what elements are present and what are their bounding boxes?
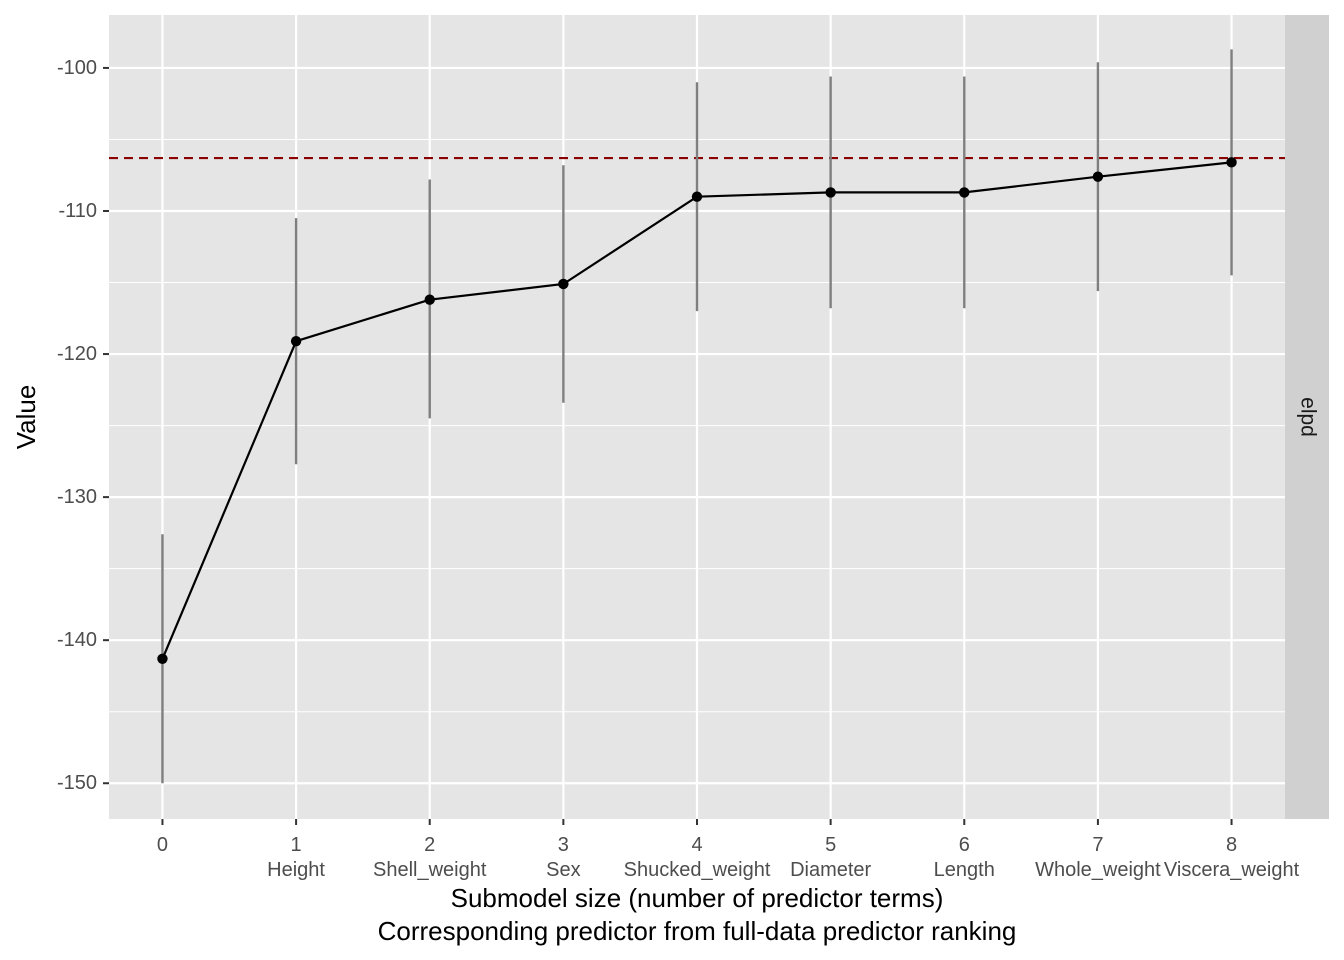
y-axis-title: Value xyxy=(11,385,41,450)
data-point xyxy=(691,191,703,202)
facet-strip xyxy=(1285,15,1329,819)
data-point xyxy=(290,335,302,347)
y-tick-label: -120 xyxy=(57,343,97,365)
data-points xyxy=(157,157,1237,664)
y-tick-label: -140 xyxy=(57,629,97,651)
y-tick-label: -100 xyxy=(57,57,97,79)
data-point xyxy=(1226,157,1237,168)
predictor-label: Shell_weight xyxy=(373,859,487,881)
data-point xyxy=(424,294,435,305)
x-tick-label: 3 xyxy=(558,834,569,856)
x-tick-label: 0 xyxy=(157,834,168,856)
facet-strip-label: elpd xyxy=(1296,397,1319,437)
x-tick-label: 6 xyxy=(959,834,970,856)
x-axis-title: Submodel size (number of predictor terms… xyxy=(451,883,944,913)
x-tick-label: 4 xyxy=(691,834,702,856)
data-point xyxy=(959,187,970,198)
predictor-label: Length xyxy=(934,859,995,881)
predictor-labels: Height Shell_weight Sex Shucked_weight Diame… xyxy=(267,859,1299,881)
predictor-label: Shucked_weight xyxy=(624,859,771,881)
data-point xyxy=(157,653,168,664)
predictor-label: Height xyxy=(267,859,325,881)
predictor-label: Whole_weight xyxy=(1035,859,1161,881)
x-tick-label: 5 xyxy=(825,834,836,856)
x-axis: 0 1 2 3 4 5 6 7 8 xyxy=(157,819,1237,856)
x-tick-label: 1 xyxy=(291,834,302,856)
data-point xyxy=(558,278,569,290)
data-point xyxy=(825,187,836,198)
predictor-label: Diameter xyxy=(790,859,871,881)
x-tick-label: 2 xyxy=(424,834,435,856)
y-tick-label: -150 xyxy=(57,772,97,794)
x-axis-subtitle: Corresponding predictor from full-data p… xyxy=(378,916,1017,946)
x-tick-label: 8 xyxy=(1226,834,1237,856)
data-point xyxy=(1092,171,1104,182)
y-tick-label: -110 xyxy=(58,200,97,222)
predictor-label: Sex xyxy=(546,859,580,881)
predictor-label: Viscera_weight xyxy=(1164,859,1300,881)
x-tick-label: 7 xyxy=(1092,834,1103,856)
major-grid xyxy=(109,15,1285,819)
y-axis: -100 -110 -120 -130 -140 -150 xyxy=(57,57,109,794)
y-tick-label: -130 xyxy=(57,486,97,508)
